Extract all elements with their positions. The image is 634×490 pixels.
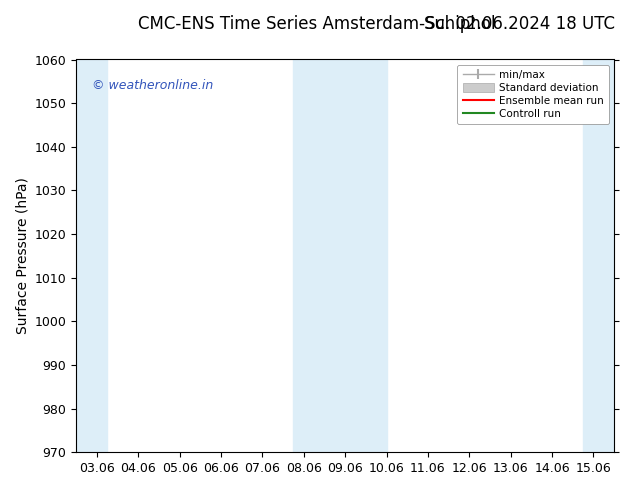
Legend: min/max, Standard deviation, Ensemble mean run, Controll run: min/max, Standard deviation, Ensemble me… — [457, 65, 609, 124]
Text: Su. 02.06.2024 18 UTC: Su. 02.06.2024 18 UTC — [424, 15, 615, 33]
Text: CMC-ENS Time Series Amsterdam-Schiphol: CMC-ENS Time Series Amsterdam-Schiphol — [138, 15, 496, 33]
Bar — [294, 59, 387, 452]
Bar — [583, 59, 614, 452]
Bar — [76, 59, 107, 452]
Text: © weatheronline.in: © weatheronline.in — [93, 79, 214, 92]
Y-axis label: Surface Pressure (hPa): Surface Pressure (hPa) — [15, 177, 29, 334]
